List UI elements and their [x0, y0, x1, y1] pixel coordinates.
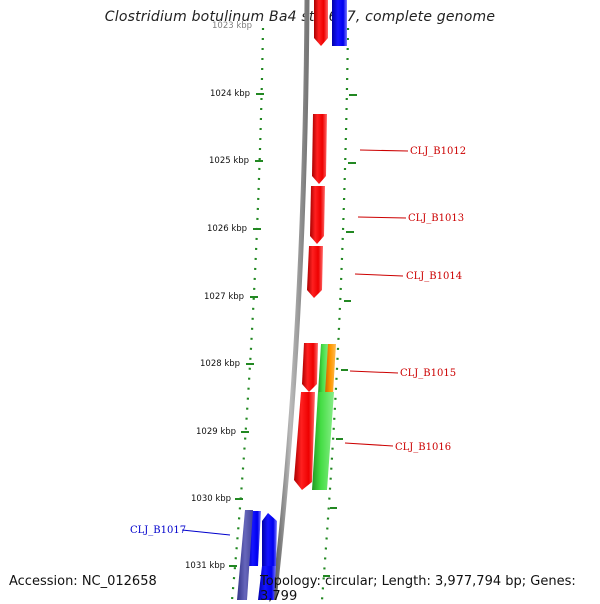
gene-arrow	[247, 511, 261, 566]
outer-ruler-arc	[230, 27, 265, 600]
outer-ruler-ticks	[229, 93, 264, 567]
gene-arrow	[314, 0, 328, 46]
gene-labels: CLJ_B1012 CLJ_B1013 CLJ_B1014 CLJ_B1015 CLJ_…	[130, 146, 466, 536]
gene-label-clj_b1014[interactable]: CLJ_B1014	[406, 271, 462, 282]
title-suffix: , complete genome	[355, 9, 496, 25]
tick-label: 1025 kbp	[209, 156, 249, 166]
accession-text: Accession: NC_012658	[9, 574, 157, 589]
label-leaders	[181, 149, 409, 536]
gene-label-clj_b1017[interactable]: CLJ_B1017	[130, 525, 186, 536]
tick-label: 1030 kbp	[191, 494, 231, 504]
gene-label-clj_b1015[interactable]: CLJ_B1015	[400, 368, 456, 379]
genome-backbone	[271, 0, 310, 600]
tick-label: 1029 kbp	[196, 427, 236, 437]
gene-label-clj_b1016[interactable]: CLJ_B1016	[395, 442, 451, 453]
gene-shadow	[237, 510, 253, 600]
inner-ruler-ticks	[323, 94, 357, 577]
tick-label: 1026 kbp	[207, 224, 247, 234]
gene-label-clj_b1012[interactable]: CLJ_B1012	[410, 146, 466, 157]
gene-arrow	[294, 392, 315, 490]
gene-arrow	[307, 246, 323, 298]
tick-label: 1023 kbp	[212, 21, 252, 31]
gene-arrow	[332, 0, 347, 46]
gene-arrow	[312, 114, 327, 184]
inner-ruler-arc	[320, 27, 350, 600]
forward-strand-genes	[247, 0, 347, 600]
gene-arrow	[258, 566, 276, 600]
gene-arrow	[310, 186, 325, 244]
reverse-strand-genes	[294, 0, 328, 490]
gene-label-clj_b1013[interactable]: CLJ_B1013	[408, 213, 464, 224]
tick-label: 1031 kbp	[185, 561, 225, 571]
tick-label: 1024 kbp	[210, 89, 250, 99]
gene-arrow	[262, 513, 277, 566]
misc-feature	[325, 344, 336, 394]
rna-feature	[312, 392, 334, 490]
tick-label: 1028 kbp	[200, 359, 240, 369]
tick-label: 1027 kbp	[204, 292, 244, 302]
map-title: Clostridium botulinum Ba4 str. 657, comp…	[0, 9, 600, 25]
gene-arrow	[302, 343, 318, 392]
ruler-tick-labels: 1023 kbp 1024 kbp 1025 kbp 1026 kbp 1027 kbp…	[185, 21, 252, 571]
organism-name: Clostridium botulinum Ba4 str. 657	[104, 9, 356, 25]
